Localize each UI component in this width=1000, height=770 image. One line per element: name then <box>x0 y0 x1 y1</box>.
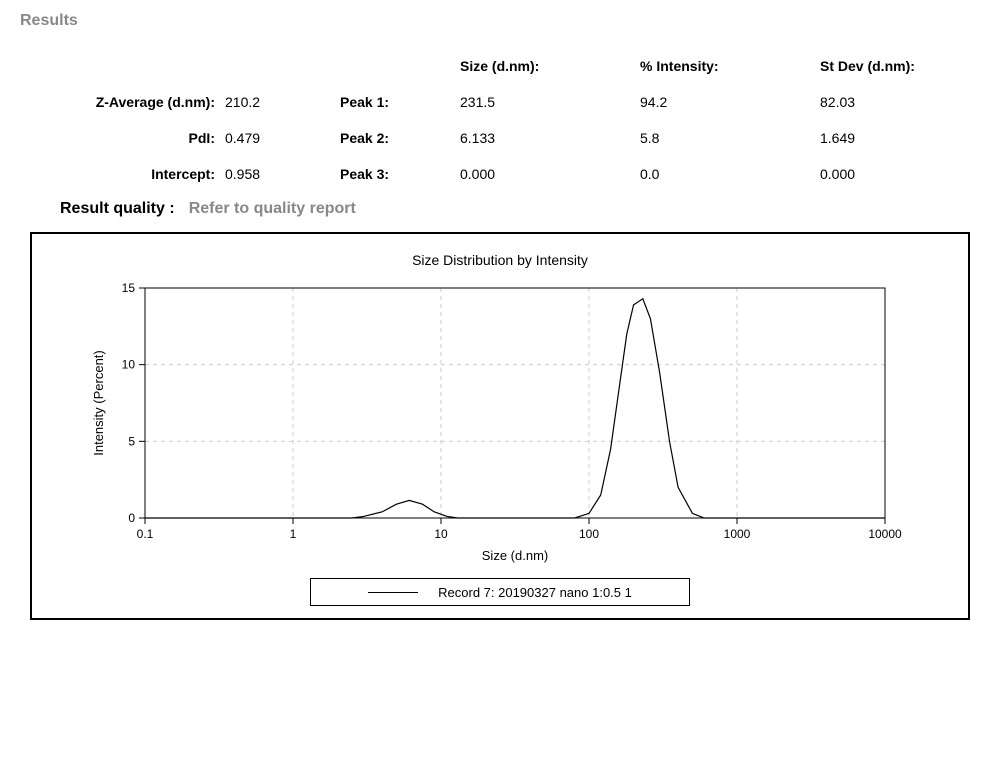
size-distribution-chart: 0 5 10 15 0.1 1 10 100 1000 10000 Size (d.nm) Inten… <box>85 278 915 568</box>
chart-title: Size Distribution by Intensity <box>62 252 938 268</box>
result-quality-row: Result quality : Refer to quality report <box>60 200 980 218</box>
header-size: Size (d.nm): <box>460 48 640 84</box>
pdi-value: 0.479 <box>225 130 340 146</box>
header-stdev: St Dev (d.nm): <box>820 48 980 84</box>
svg-text:1: 1 <box>290 527 297 541</box>
svg-text:Size (d.nm): Size (d.nm) <box>482 548 548 563</box>
table-row: Peak 1:231.594.282.03 <box>340 84 980 120</box>
svg-text:1000: 1000 <box>724 527 751 541</box>
peak-label: Peak 2: <box>340 120 460 156</box>
results-area: Z-Average (d.nm): 210.2 PdI: 0.479 Inter… <box>20 48 980 192</box>
chart-frame: Size Distribution by Intensity 0 5 10 15 0.1… <box>30 232 970 620</box>
svg-text:10: 10 <box>122 358 136 372</box>
svg-text:Intensity (Percent): Intensity (Percent) <box>91 350 106 456</box>
z-average-value: 210.2 <box>225 94 340 110</box>
peaks-column: Size (d.nm): % Intensity: St Dev (d.nm):… <box>340 48 980 192</box>
z-average-label: Z-Average (d.nm): <box>20 94 225 110</box>
summary-column: Z-Average (d.nm): 210.2 PdI: 0.479 Inter… <box>20 48 340 192</box>
svg-text:0.1: 0.1 <box>137 527 154 541</box>
peak-size: 0.000 <box>460 156 640 192</box>
svg-text:10: 10 <box>434 527 448 541</box>
pdi-label: PdI: <box>20 130 225 146</box>
peak-intensity: 94.2 <box>640 84 820 120</box>
result-quality-label: Result quality : <box>60 200 175 218</box>
result-quality-value: Refer to quality report <box>189 200 356 218</box>
peaks-table: Size (d.nm): % Intensity: St Dev (d.nm):… <box>340 48 980 192</box>
pdi-row: PdI: 0.479 <box>20 120 340 156</box>
table-row: Peak 3:0.0000.00.000 <box>340 156 980 192</box>
peak-label: Peak 3: <box>340 156 460 192</box>
chart-legend: Record 7: 20190327 nano 1:0.5 1 <box>310 578 690 606</box>
table-row: Peak 2:6.1335.81.649 <box>340 120 980 156</box>
peak-size: 6.133 <box>460 120 640 156</box>
peak-stdev: 0.000 <box>820 156 980 192</box>
z-average-row: Z-Average (d.nm): 210.2 <box>20 84 340 120</box>
legend-line-icon <box>368 592 418 593</box>
intercept-row: Intercept: 0.958 <box>20 156 340 192</box>
svg-text:100: 100 <box>579 527 599 541</box>
peak-stdev: 1.649 <box>820 120 980 156</box>
intercept-label: Intercept: <box>20 166 225 182</box>
peaks-header-row: Size (d.nm): % Intensity: St Dev (d.nm): <box>340 48 980 84</box>
svg-text:10000: 10000 <box>868 527 902 541</box>
legend-text: Record 7: 20190327 nano 1:0.5 1 <box>438 585 632 600</box>
svg-text:15: 15 <box>122 281 136 295</box>
svg-text:0: 0 <box>128 511 135 525</box>
peak-intensity: 5.8 <box>640 120 820 156</box>
peak-label: Peak 1: <box>340 84 460 120</box>
header-intensity: % Intensity: <box>640 48 820 84</box>
peak-stdev: 82.03 <box>820 84 980 120</box>
peak-size: 231.5 <box>460 84 640 120</box>
intercept-value: 0.958 <box>225 166 340 182</box>
header-blank <box>340 48 460 84</box>
svg-text:5: 5 <box>128 434 135 448</box>
peak-intensity: 0.0 <box>640 156 820 192</box>
results-heading: Results <box>20 12 980 30</box>
